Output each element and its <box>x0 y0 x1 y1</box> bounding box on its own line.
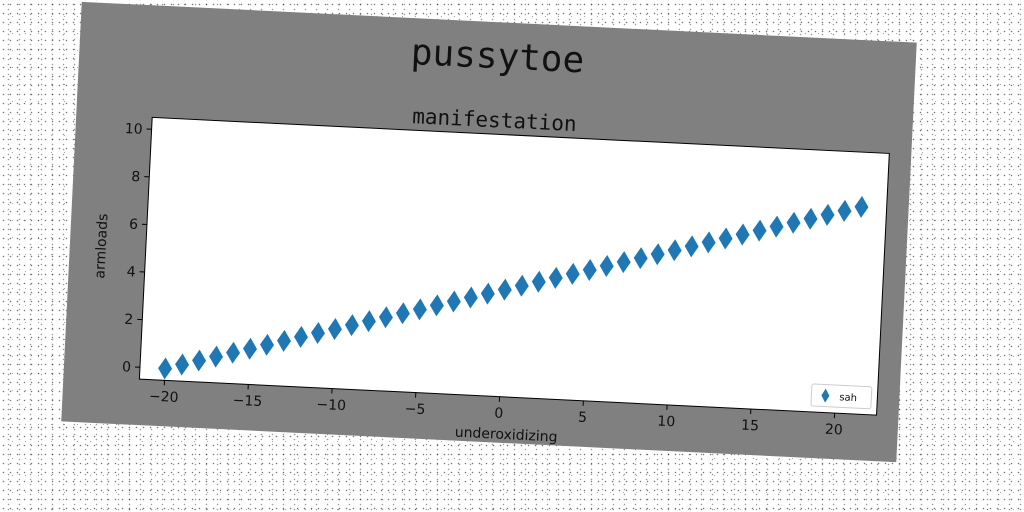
y-tick-label: 4 <box>126 264 136 280</box>
data-point <box>497 278 512 301</box>
data-point <box>684 235 699 258</box>
x-axis-label: underoxidizing <box>454 425 557 446</box>
data-point <box>599 255 614 278</box>
x-tick-label: 20 <box>825 422 844 439</box>
data-point <box>820 203 835 226</box>
data-point <box>158 357 173 380</box>
y-axis-label: armloads <box>92 213 111 279</box>
x-tick-label: −5 <box>404 401 425 418</box>
data-point <box>650 243 665 266</box>
x-tick-label: −15 <box>232 393 262 410</box>
figure: pussytoe manifestation −20 −15 −10 −5 0 5 10 15… <box>61 1 917 463</box>
x-tick-label: 10 <box>657 413 676 430</box>
data-points <box>158 195 869 380</box>
axis-ticks: −20 −15 −10 −5 0 5 10 15 20 0 2 4 6 8 10 <box>122 121 844 439</box>
data-point <box>378 306 393 329</box>
data-point <box>837 199 852 222</box>
data-point <box>786 211 801 234</box>
data-point <box>565 262 580 285</box>
data-point <box>243 337 258 360</box>
data-point <box>514 274 529 297</box>
y-tick-label: 10 <box>124 121 143 138</box>
y-tick-label: 6 <box>129 217 139 233</box>
data-point <box>718 227 733 250</box>
data-point <box>192 349 207 372</box>
data-point <box>735 223 750 246</box>
chart: −20 −15 −10 −5 0 5 10 15 20 0 2 4 6 8 10 underoxidizin… <box>92 116 890 446</box>
x-tick-label: 0 <box>494 405 504 421</box>
data-point <box>633 247 648 270</box>
data-point <box>395 302 410 325</box>
data-point <box>226 341 241 364</box>
data-point <box>209 345 224 368</box>
x-tick-label: 5 <box>578 410 588 426</box>
legend-label-sah: sah <box>839 392 857 404</box>
data-point <box>769 215 784 238</box>
data-point <box>667 239 682 262</box>
legend: sah <box>810 383 873 410</box>
data-point <box>616 251 631 274</box>
data-point <box>293 325 308 348</box>
data-point <box>854 195 869 218</box>
data-point <box>548 266 563 289</box>
data-point <box>310 321 325 344</box>
data-point <box>327 318 342 341</box>
data-point <box>175 353 190 376</box>
data-point <box>752 219 767 242</box>
data-point <box>701 231 716 254</box>
x-tick-label: −10 <box>316 397 346 414</box>
legend-marker-sah <box>821 388 830 403</box>
plot-area <box>138 116 890 416</box>
y-tick-label: 0 <box>122 359 132 375</box>
data-point <box>277 329 291 352</box>
data-point <box>480 282 495 305</box>
data-point <box>412 298 427 321</box>
data-point <box>463 286 478 309</box>
data-point <box>531 270 546 293</box>
data-point <box>260 333 275 356</box>
data-point <box>429 294 444 317</box>
y-tick-label: 8 <box>131 169 141 185</box>
data-point <box>361 310 376 333</box>
x-tick-label: 15 <box>741 418 760 435</box>
y-tick-label: 2 <box>124 312 134 328</box>
data-point <box>582 258 597 281</box>
data-point <box>344 314 359 337</box>
x-tick-label: −20 <box>149 389 179 406</box>
data-point <box>446 290 461 313</box>
data-point <box>803 207 818 230</box>
